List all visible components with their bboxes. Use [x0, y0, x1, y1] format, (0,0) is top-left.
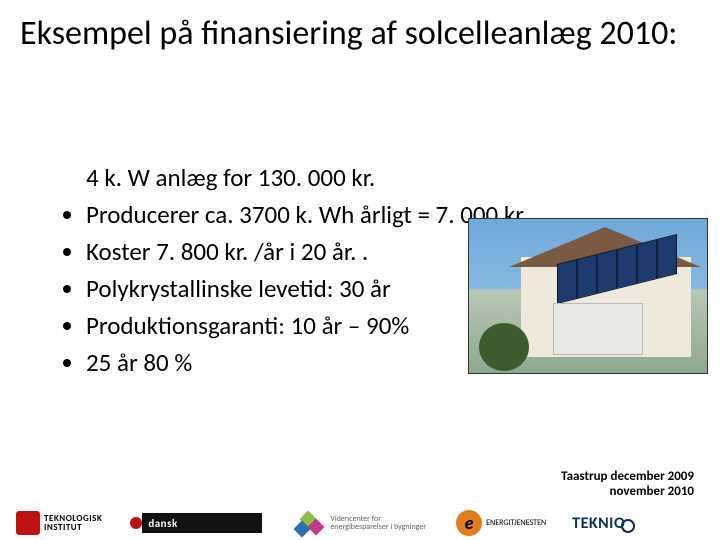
- logo-text: energibesparelser i bygninger: [330, 523, 426, 531]
- tekniq-logo: TEKNIQ: [572, 506, 635, 540]
- gear-icon: [621, 519, 635, 533]
- date-footer: Taastrup december 2009 november 2010: [561, 469, 694, 500]
- energitjenesten-logo: e ENERGITJENESTEN: [456, 506, 546, 540]
- logo-text: ENERGITJENESTEN: [486, 519, 546, 527]
- logo-footer: TEKNOLOGISK INSTITUT dansk Videncenter f…: [0, 506, 720, 540]
- intro-line: 4 k. W anlæg for 130. 000 kr.: [86, 160, 626, 195]
- slide-title: Eksempel på finansiering af solcelleanlæ…: [20, 14, 700, 53]
- solar-house-image: [468, 218, 708, 374]
- teknologisk-institut-logo: TEKNOLOGISK INSTITUT: [16, 506, 102, 540]
- logo-text: INSTITUT: [44, 523, 102, 532]
- date-line: november 2010: [561, 484, 694, 500]
- logo-text: TEKNIQ: [572, 514, 625, 533]
- dansk-byggeri-logo: dansk: [136, 506, 262, 540]
- videncenter-logo: Videncenter for energibesparelser i bygn…: [296, 506, 426, 540]
- logo-text: e: [456, 510, 482, 536]
- date-line: Taastrup december 2009: [561, 469, 694, 485]
- logo-text: dansk: [148, 517, 177, 530]
